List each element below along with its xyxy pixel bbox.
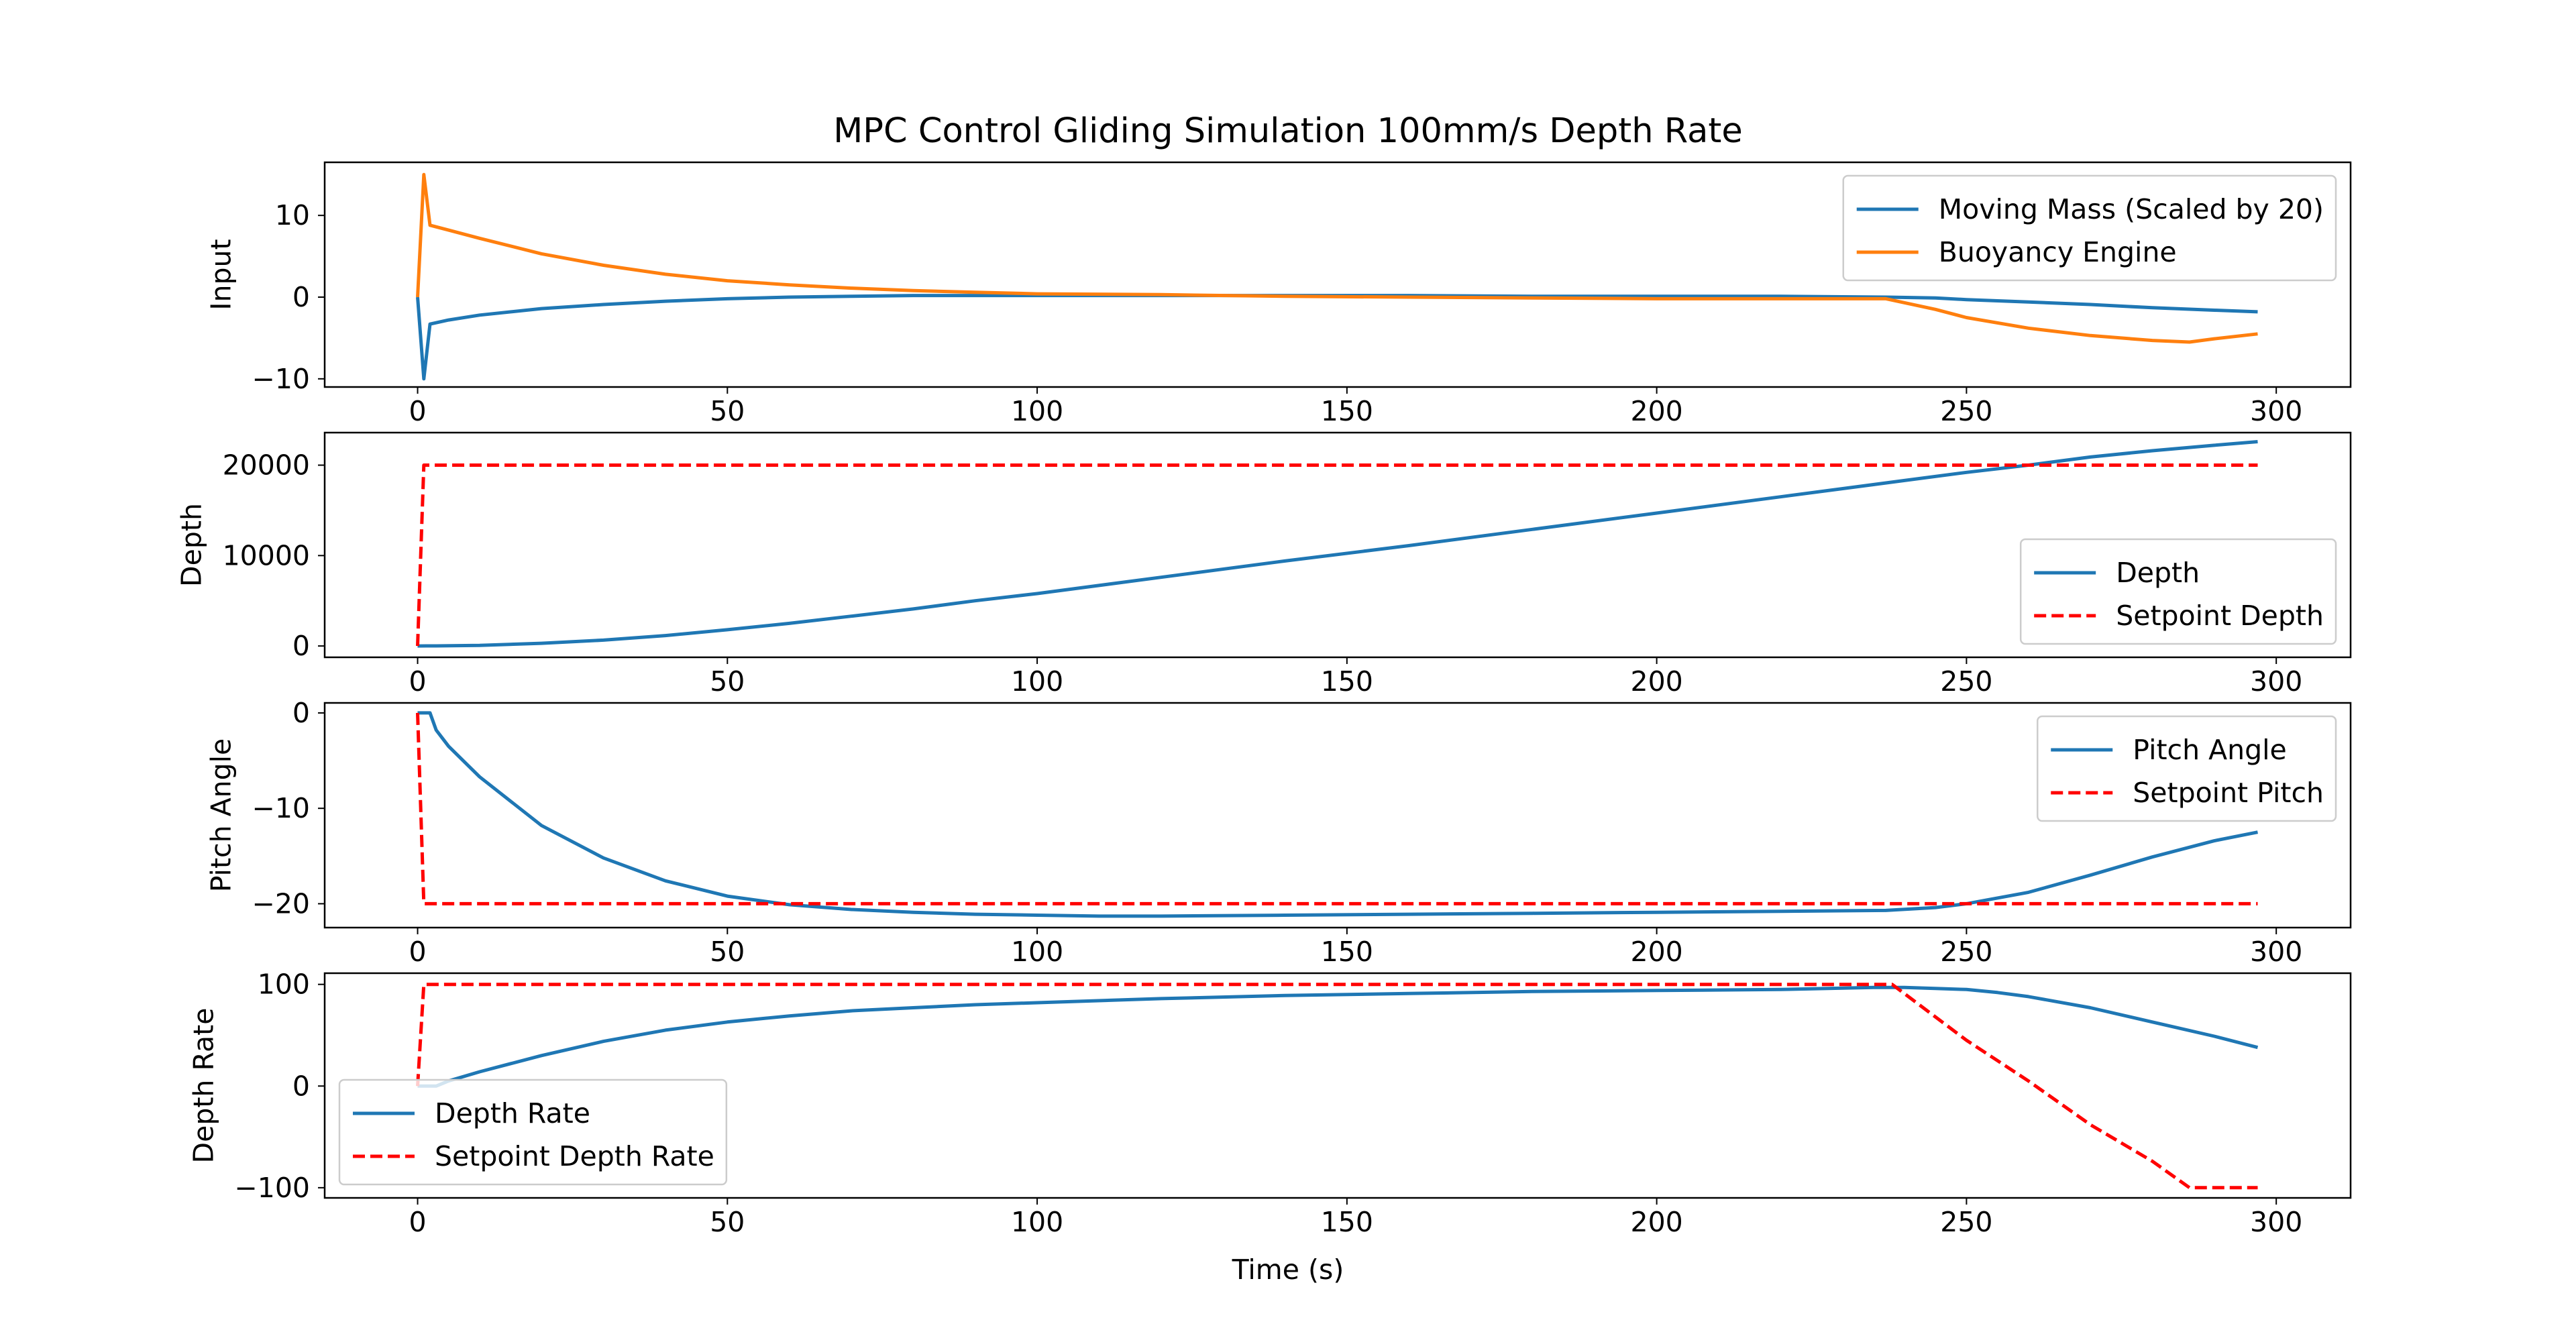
x-tick-label: 150 — [1321, 1206, 1373, 1238]
x-tick-label: 200 — [1630, 936, 1682, 968]
plot-area — [416, 711, 2258, 918]
legend-frame — [2037, 715, 2337, 822]
y-tick-label: 10000 — [223, 539, 310, 571]
x-tick-label: 250 — [1940, 665, 1992, 698]
series-line-1 — [417, 440, 2258, 648]
x-axis-label: Time (s) — [1232, 1254, 1344, 1286]
legend-frame — [338, 1078, 728, 1186]
y-tick-label: −10 — [252, 363, 310, 395]
series-line-1 — [416, 294, 2258, 381]
x-tick-label: 50 — [710, 395, 745, 427]
y-tick-label: −10 — [252, 792, 310, 824]
x-tick-label: 200 — [1630, 665, 1682, 698]
plot-area — [416, 172, 2258, 381]
y-axis-label: Input — [205, 239, 237, 310]
legend-frame — [2019, 538, 2337, 645]
legend-label: Moving Mass (Scaled by 20) — [1939, 193, 2324, 225]
legend-label: Setpoint Depth Rate — [435, 1140, 714, 1172]
y-axis-label: Depth Rate — [187, 1008, 219, 1164]
legend-label: Depth — [2116, 557, 2200, 589]
series-line-2 — [416, 463, 2258, 647]
y-tick-label: 10 — [275, 199, 310, 231]
y-tick-label: −20 — [252, 887, 310, 920]
x-tick-label: 0 — [409, 936, 426, 968]
legend-label: Pitch Angle — [2133, 734, 2287, 766]
axes-frame — [323, 161, 2352, 388]
y-tick-label: 0 — [292, 281, 310, 313]
y-tick-label: 0 — [292, 1070, 310, 1102]
x-tick-label: 0 — [409, 1206, 426, 1238]
legend-label: Depth Rate — [435, 1097, 590, 1129]
legend-frame — [1842, 174, 2337, 282]
legend: Depth Setpoint Depth — [2019, 538, 2337, 645]
legend: Moving Mass (Scaled by 20) Buoyancy Engin… — [1842, 174, 2337, 282]
legend: Depth Rate Setpoint Depth Rate — [338, 1078, 728, 1186]
x-tick-label: 250 — [1940, 1206, 1992, 1238]
x-tick-label: 300 — [2250, 395, 2302, 427]
x-tick-label: 200 — [1630, 1206, 1682, 1238]
series-line-2 — [416, 712, 2258, 905]
y-tick-label: 0 — [292, 697, 310, 729]
x-tick-label: 100 — [1011, 665, 1063, 698]
subplot-2: 0 50 100 150 200 250 300 0 10000 20000 Depth Depth S… — [176, 431, 2352, 698]
chart-title: MPC Control Gliding Simulation 100mm/s D… — [833, 111, 1742, 151]
legend-label: Setpoint Depth — [2116, 600, 2324, 632]
x-tick-label: 100 — [1011, 395, 1063, 427]
y-axis-label: Pitch Angle — [205, 738, 237, 893]
legend: Pitch Angle Setpoint Pitch — [2037, 715, 2337, 822]
x-tick-label: 50 — [710, 665, 745, 698]
x-tick-label: 50 — [710, 1206, 745, 1238]
legend-label: Setpoint Pitch — [2133, 777, 2324, 809]
x-tick-label: 250 — [1940, 936, 1992, 968]
y-tick-label: −100 — [234, 1172, 310, 1204]
series-line-2 — [416, 172, 2258, 344]
x-tick-label: 100 — [1011, 1206, 1063, 1238]
x-tick-label: 0 — [409, 665, 426, 698]
plot-area — [416, 440, 2258, 648]
y-tick-label: 0 — [292, 630, 310, 662]
x-tick-label: 300 — [2250, 936, 2302, 968]
series-line-1 — [417, 711, 2258, 918]
series-line-2 — [416, 983, 2258, 1190]
x-tick-label: 300 — [2250, 1206, 2302, 1238]
x-tick-label: 300 — [2250, 665, 2302, 698]
y-axis-label: Depth — [176, 503, 208, 587]
x-tick-label: 0 — [409, 395, 426, 427]
x-tick-label: 100 — [1011, 936, 1063, 968]
y-tick-label: 100 — [258, 969, 310, 1001]
axes-frame — [323, 431, 2352, 659]
axes-frame — [323, 702, 2352, 929]
y-tick-label: 20000 — [223, 449, 310, 482]
x-tick-label: 50 — [710, 936, 745, 968]
plot-area — [416, 983, 2259, 1190]
x-tick-label: 200 — [1630, 395, 1682, 427]
subplot-1: 0 50 100 150 200 250 300 −10 0 10 Input Moving Mass… — [205, 161, 2352, 427]
series-line-1 — [417, 985, 2259, 1088]
x-tick-label: 250 — [1940, 395, 1992, 427]
x-tick-label: 150 — [1321, 395, 1373, 427]
x-tick-label: 150 — [1321, 936, 1373, 968]
x-tick-label: 150 — [1321, 665, 1373, 698]
legend-label: Buoyancy Engine — [1939, 236, 2177, 268]
